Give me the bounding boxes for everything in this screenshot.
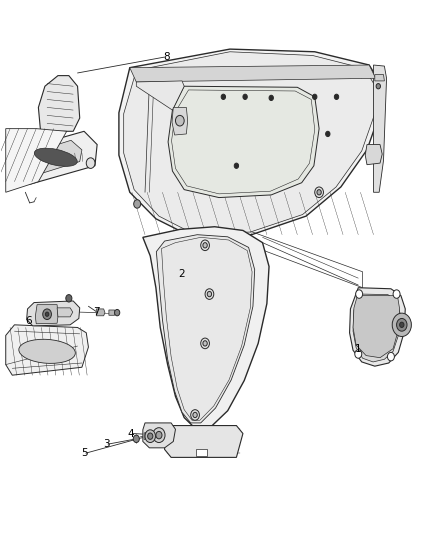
- Circle shape: [315, 187, 323, 198]
- Circle shape: [43, 309, 51, 319]
- Circle shape: [313, 94, 317, 100]
- Polygon shape: [124, 52, 377, 234]
- Circle shape: [46, 312, 49, 317]
- Polygon shape: [353, 296, 399, 358]
- Text: 8: 8: [163, 52, 170, 62]
- Circle shape: [388, 352, 394, 361]
- Polygon shape: [375, 75, 385, 81]
- Text: 3: 3: [103, 439, 110, 449]
- Text: 5: 5: [81, 448, 88, 458]
- Circle shape: [145, 430, 155, 442]
- Text: 1: 1: [355, 344, 362, 354]
- Circle shape: [207, 292, 212, 297]
- Circle shape: [193, 413, 197, 418]
- Circle shape: [376, 84, 381, 89]
- Circle shape: [133, 435, 139, 442]
- Polygon shape: [27, 301, 80, 326]
- Circle shape: [325, 131, 330, 136]
- Polygon shape: [353, 294, 400, 362]
- Circle shape: [393, 290, 400, 298]
- Polygon shape: [109, 310, 116, 316]
- Text: 2: 2: [179, 270, 185, 279]
- Polygon shape: [350, 288, 405, 366]
- Polygon shape: [30, 140, 82, 174]
- Circle shape: [203, 243, 207, 248]
- Circle shape: [153, 427, 165, 442]
- Circle shape: [134, 200, 141, 208]
- Circle shape: [221, 94, 226, 100]
- Polygon shape: [57, 308, 73, 317]
- Text: 4: 4: [128, 429, 134, 439]
- Circle shape: [205, 289, 214, 300]
- Polygon shape: [365, 144, 382, 165]
- Circle shape: [334, 94, 339, 100]
- Polygon shape: [165, 425, 243, 457]
- Polygon shape: [35, 305, 58, 324]
- Polygon shape: [196, 449, 207, 456]
- Circle shape: [148, 433, 153, 439]
- Circle shape: [191, 410, 199, 420]
- Polygon shape: [6, 325, 88, 375]
- Text: 6: 6: [25, 316, 32, 326]
- Polygon shape: [6, 128, 67, 192]
- Circle shape: [269, 95, 273, 101]
- Circle shape: [317, 190, 321, 195]
- Circle shape: [201, 240, 209, 251]
- Circle shape: [399, 322, 404, 327]
- Circle shape: [156, 431, 162, 439]
- Polygon shape: [119, 49, 382, 237]
- Circle shape: [176, 115, 184, 126]
- Polygon shape: [136, 81, 184, 110]
- Circle shape: [86, 158, 95, 168]
- Circle shape: [396, 318, 407, 331]
- Circle shape: [355, 350, 362, 358]
- Ellipse shape: [19, 340, 75, 364]
- Circle shape: [115, 310, 120, 316]
- Circle shape: [356, 290, 363, 298]
- Polygon shape: [14, 131, 97, 184]
- Circle shape: [201, 338, 209, 349]
- Circle shape: [234, 163, 239, 168]
- Circle shape: [66, 295, 72, 302]
- Circle shape: [243, 94, 247, 100]
- Polygon shape: [130, 65, 376, 82]
- Polygon shape: [374, 65, 387, 192]
- Polygon shape: [144, 431, 156, 439]
- Polygon shape: [143, 423, 176, 448]
- Circle shape: [392, 313, 411, 336]
- Circle shape: [203, 341, 207, 346]
- Polygon shape: [39, 76, 80, 131]
- Text: 7: 7: [93, 306, 99, 317]
- Ellipse shape: [34, 148, 77, 166]
- Polygon shape: [168, 86, 319, 198]
- Polygon shape: [156, 235, 254, 423]
- Polygon shape: [96, 309, 105, 316]
- Polygon shape: [143, 227, 269, 428]
- Polygon shape: [172, 108, 187, 135]
